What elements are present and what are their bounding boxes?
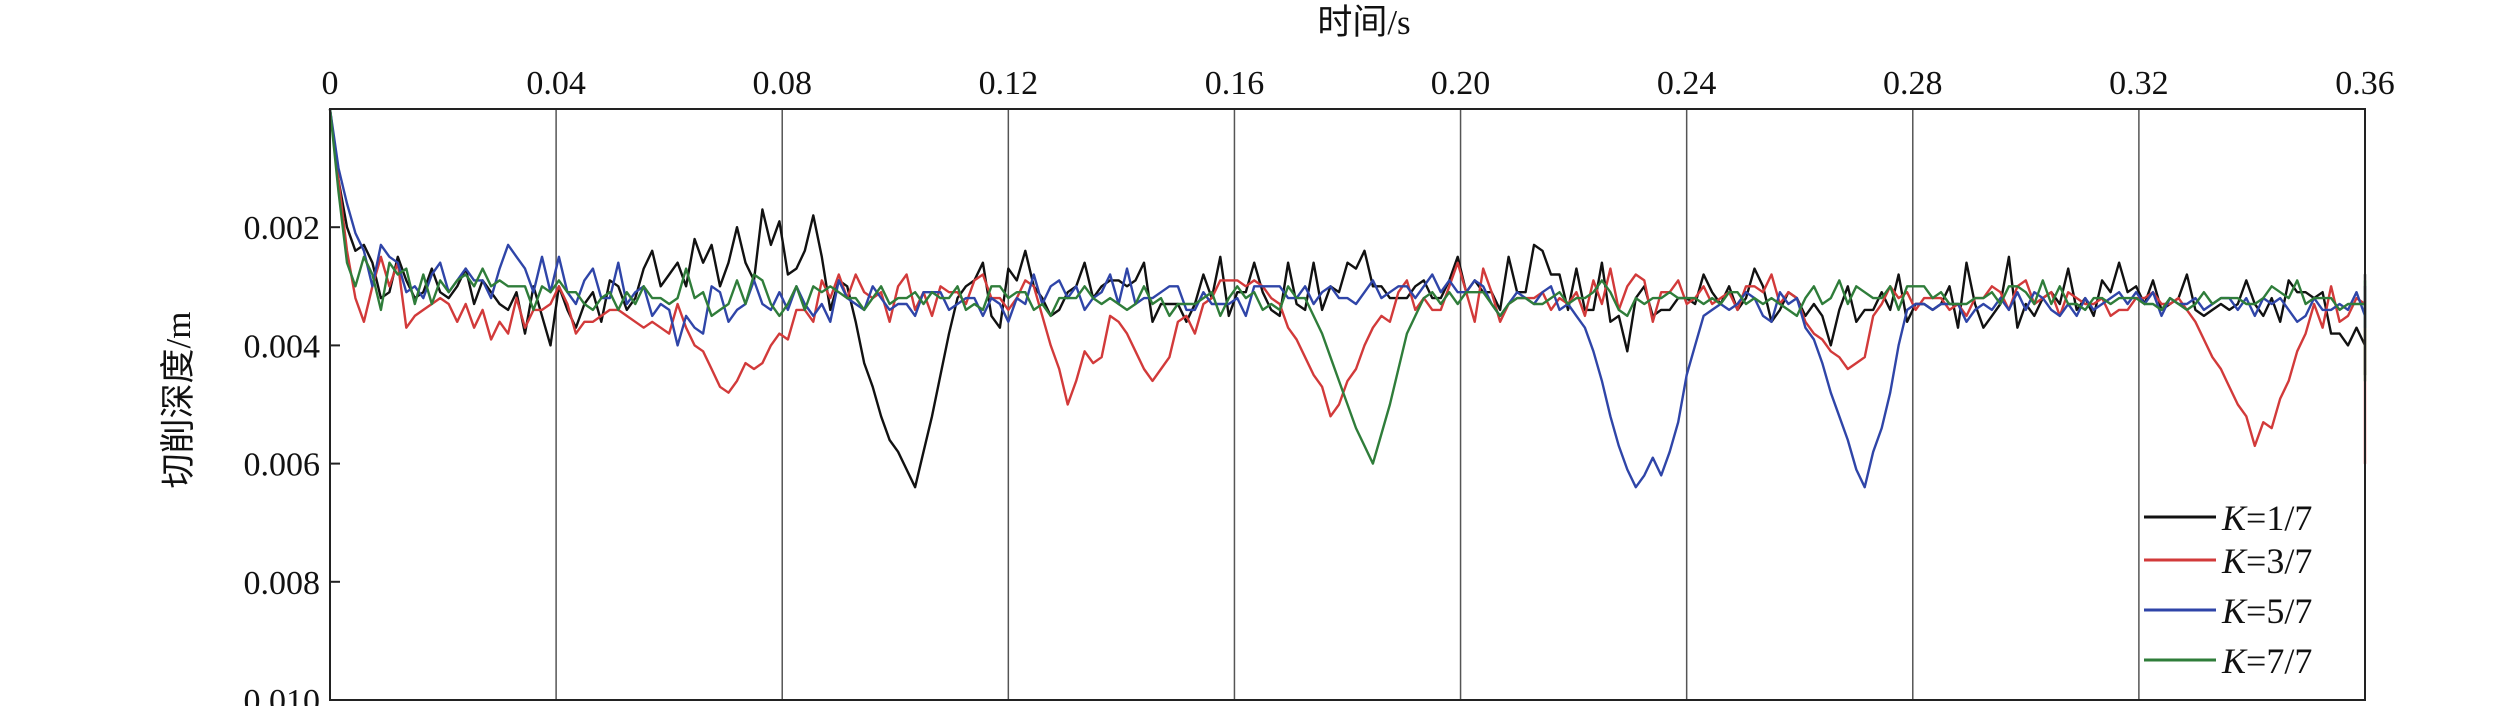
legend-label-k7-val: =7/7 xyxy=(2246,641,2312,681)
y-tick-label-4: 0.010 xyxy=(244,683,321,706)
legend-item-k7: K=7/7 xyxy=(2144,641,2312,681)
y-tick-label-3: 0.008 xyxy=(244,565,321,602)
x-axis-title: 时间/s xyxy=(1317,3,1410,42)
x-tick-label-0: 0 xyxy=(322,65,339,102)
plot-frame xyxy=(329,108,2366,701)
legend-label-k5-var: K xyxy=(2221,591,2248,631)
legend: K=1/7 K=3/7 K=5/7 K=7/7 xyxy=(2144,498,2312,681)
x-tick-label-6: 0.24 xyxy=(1657,65,1717,102)
legend-label-k3: K=3/7 xyxy=(2221,541,2312,581)
x-tick-label-7: 0.28 xyxy=(1883,65,1943,102)
y-tick-label-1: 0.004 xyxy=(244,328,321,365)
y-tick-label-2: 0.006 xyxy=(244,447,321,484)
x-tick-label-5: 0.20 xyxy=(1431,65,1491,102)
y-axis-title: 切削深度/m xyxy=(159,312,198,489)
legend-item-k1: K=1/7 xyxy=(2144,498,2312,538)
x-tick-label-2: 0.08 xyxy=(752,65,812,102)
legend-item-k5: K=5/7 xyxy=(2144,591,2312,631)
x-tick-labels: 0 0.04 0.08 0.12 0.16 0.20 0.24 0.28 0.32 0.36 xyxy=(322,65,2395,102)
x-tick-label-1: 0.04 xyxy=(526,65,586,102)
legend-label-k7-var: K xyxy=(2221,641,2248,681)
legend-label-k7: K=7/7 xyxy=(2221,641,2312,681)
legend-label-k5-val: =5/7 xyxy=(2246,591,2312,631)
x-tick-label-9: 0.36 xyxy=(2335,65,2395,102)
series-lines xyxy=(328,108,2367,489)
y-tick-labels: 0.002 0.004 0.006 0.008 0.010 xyxy=(244,210,340,706)
legend-label-k1-var: K xyxy=(2221,498,2248,538)
x-tick-label-4: 0.16 xyxy=(1205,65,1265,102)
legend-label-k3-var: K xyxy=(2221,541,2248,581)
x-tick-label-3: 0.12 xyxy=(979,65,1039,102)
vertical-gridlines xyxy=(555,109,2140,700)
legend-label-k3-val: =3/7 xyxy=(2246,541,2312,581)
series-line-3 xyxy=(328,108,2367,465)
legend-label-k5: K=5/7 xyxy=(2221,591,2312,631)
x-tick-label-8: 0.32 xyxy=(2109,65,2169,102)
legend-label-k1: K=1/7 xyxy=(2221,498,2312,538)
legend-label-k1-val: =1/7 xyxy=(2246,498,2312,538)
y-tick-label-0: 0.002 xyxy=(244,210,321,247)
legend-item-k3: K=3/7 xyxy=(2144,541,2312,581)
